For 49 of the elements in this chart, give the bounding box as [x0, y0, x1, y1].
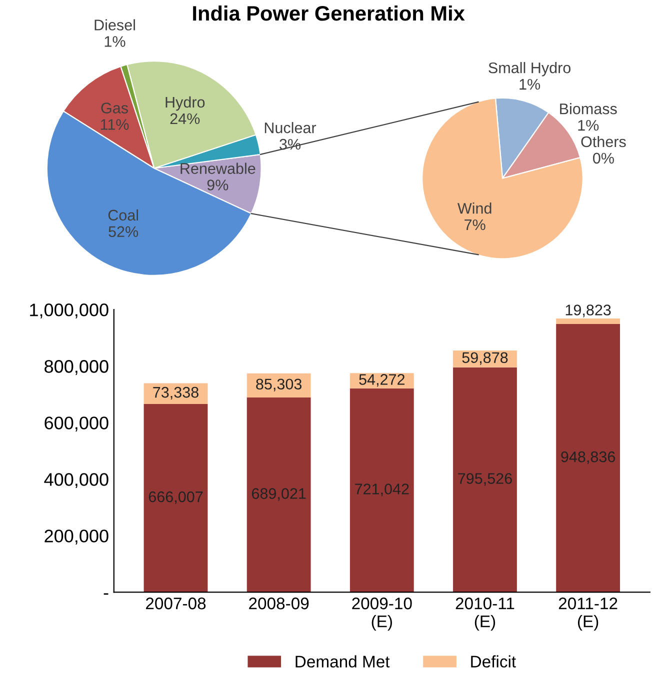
data-label: 795,526: [458, 473, 512, 486]
data-label: 54,272: [359, 374, 404, 387]
bar: [453, 367, 517, 592]
category-label: Others: [581, 136, 626, 148]
x-tick-label: 2011-12 (E): [558, 598, 618, 631]
chart-title: India Power Generation Mix: [193, 5, 465, 21]
slice-label: Wind: [457, 202, 492, 214]
data-label: 73,338: [153, 386, 198, 400]
bar: [246, 397, 311, 592]
data-label: 1%: [578, 120, 599, 131]
y-tick-label: 800,000: [44, 360, 108, 375]
y-tick-label: 1,000,000: [30, 304, 108, 318]
slice-label: Renewable: [180, 162, 256, 174]
slice-label: Diesel: [94, 19, 135, 30]
legend-label: Deficit: [471, 655, 516, 668]
data-label: 24%: [170, 113, 200, 124]
bar: [350, 388, 414, 592]
data-label: 1%: [104, 36, 126, 47]
data-label: 59,878: [462, 352, 508, 365]
data-label: 85,303: [256, 378, 302, 392]
slice-label: Hydro: [166, 96, 205, 111]
text: 0%: [593, 152, 614, 164]
slice-label: Coal: [108, 209, 138, 221]
bar: [556, 318, 620, 324]
y-tick-label: -: [104, 593, 108, 595]
data-label: 689,021: [252, 488, 306, 501]
y-tick-label: 600,000: [44, 416, 108, 432]
data-label: 11%: [100, 119, 129, 130]
slice-label: Nuclear: [264, 122, 316, 134]
x-tick-label: 2007-08: [146, 598, 206, 610]
data-label: 19,823: [566, 304, 611, 318]
slice-label: Small Hydro: [488, 62, 571, 76]
data-label: 948,836: [561, 451, 615, 464]
data-label: 1%: [520, 78, 540, 90]
slice-label: Gas: [101, 102, 128, 114]
x-tick-label: 2010-11 (E): [456, 598, 514, 631]
data-label: 7%: [464, 219, 486, 230]
slice-label: Biomass: [560, 103, 617, 114]
data-label: 9%: [207, 180, 228, 190]
bar: [144, 404, 208, 592]
y-tick-label: 200,000: [44, 530, 108, 545]
x-tick-label: 2008-09: [249, 598, 309, 610]
y-tick-label: 400,000: [44, 473, 108, 488]
data-label: 52%: [108, 226, 138, 238]
bar: [556, 324, 620, 592]
data-label: 721,042: [355, 484, 409, 496]
data-label: 666,007: [148, 491, 203, 504]
x-tick-label: 2009-10 (E): [352, 598, 412, 631]
legend-label: Demand Met: [296, 655, 390, 668]
